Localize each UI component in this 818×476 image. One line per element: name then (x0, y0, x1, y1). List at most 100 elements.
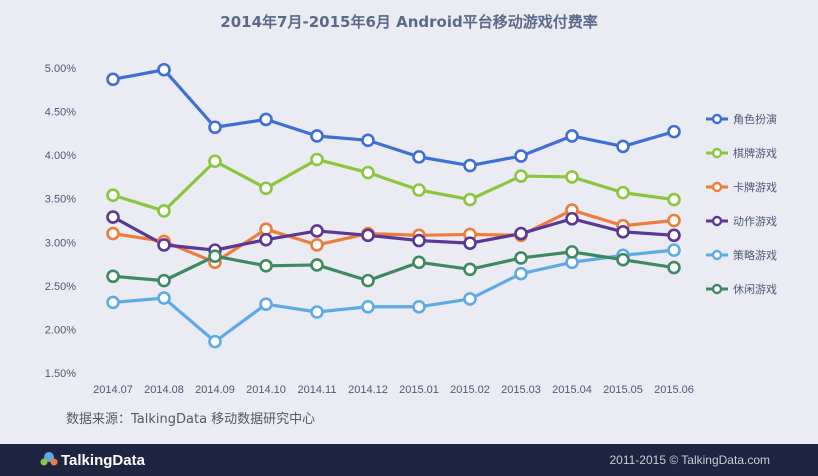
x-tick-label: 2015.06 (654, 384, 694, 396)
legend-label: 休闲游戏 (733, 282, 777, 296)
data-point (565, 170, 579, 184)
series-line (112, 68, 675, 168)
data-point (157, 238, 171, 252)
data-point (463, 192, 477, 207)
data-point (616, 252, 630, 267)
x-tick-label: 2014.11 (298, 384, 337, 396)
data-point (616, 139, 630, 154)
data-point (514, 266, 528, 281)
logo-text: TalkingData (61, 452, 145, 469)
data-point (259, 297, 273, 311)
source-note: 数据来源：TalkingData 移动数据研究中心 (66, 412, 316, 427)
legend-label: 角色扮演 (733, 112, 777, 126)
legend-marker (711, 249, 723, 261)
data-point (667, 243, 681, 257)
x-tick-label: 2014.12 (348, 384, 388, 396)
data-point (667, 260, 681, 275)
data-point (106, 210, 120, 224)
legend-label: 棋牌游戏 (733, 146, 777, 160)
data-point (259, 232, 273, 247)
data-point (463, 262, 477, 277)
data-point (106, 226, 120, 241)
data-point (616, 185, 630, 200)
data-point (412, 150, 426, 164)
data-point (514, 251, 528, 265)
x-tick-label: 2015.01 (399, 384, 439, 396)
talkingdata-logo-icon (40, 452, 58, 466)
data-point (106, 188, 120, 203)
y-tick-label: 3.00% (45, 237, 76, 249)
data-point (157, 62, 171, 77)
data-point (514, 149, 528, 163)
data-point (412, 255, 426, 270)
legend-marker (711, 181, 723, 193)
data-point (208, 154, 222, 169)
legend-marker (711, 147, 723, 159)
x-tick-label: 2014.10 (246, 384, 286, 396)
data-point (361, 299, 375, 314)
data-point (310, 238, 324, 252)
legend-marker (711, 215, 723, 227)
x-tick-label: 2014.08 (144, 384, 184, 396)
data-point (514, 169, 528, 183)
data-point (259, 112, 273, 127)
line-chart: 2014年7月-2015年6月 Android平台移动游戏付费率 5.00% 4.5… (45, 13, 777, 396)
data-point (514, 226, 528, 241)
data-point (667, 192, 681, 207)
data-point (106, 269, 120, 284)
data-point (565, 129, 579, 143)
data-point (463, 292, 477, 306)
data-point (361, 165, 375, 180)
data-point (463, 158, 477, 173)
series-line (112, 250, 675, 283)
data-point (310, 152, 324, 167)
data-point (259, 259, 273, 273)
data-point (259, 181, 273, 196)
data-point (208, 249, 222, 264)
legend-label: 卡牌游戏 (733, 180, 777, 194)
legend-marker (711, 113, 723, 125)
legend-label: 动作游戏 (733, 215, 777, 228)
data-point (667, 213, 681, 228)
series-line (112, 215, 675, 252)
data-point (157, 273, 171, 288)
data-point (361, 228, 375, 243)
data-point (565, 211, 579, 226)
data-point (463, 236, 477, 250)
data-point (361, 273, 375, 288)
data-point (106, 72, 120, 87)
legend-label: 策略游戏 (733, 248, 777, 262)
y-tick-label: 1.50% (45, 368, 76, 380)
y-tick-label: 2.50% (45, 281, 76, 293)
data-point (157, 204, 171, 218)
y-tick-label: 4.00% (45, 150, 76, 162)
data-point (565, 245, 579, 259)
data-point (667, 228, 681, 243)
brand-logo: TalkingData (40, 451, 145, 469)
data-point (310, 258, 324, 272)
x-tick-label: 2015.05 (603, 384, 643, 396)
data-point (361, 133, 375, 148)
data-point (310, 224, 324, 238)
x-tick-label: 2014.09 (195, 384, 235, 396)
data-point (616, 225, 630, 239)
y-tick-label: 5.00% (45, 63, 76, 75)
data-point (310, 129, 324, 143)
legend-marker (711, 283, 723, 295)
x-tick-label: 2014.07 (93, 384, 133, 396)
data-point (310, 305, 324, 319)
data-point (412, 183, 426, 197)
series-line (112, 248, 675, 344)
data-point (106, 295, 120, 310)
data-point (412, 233, 426, 248)
series-line (112, 157, 675, 213)
copyright-text: 2011-2015 © TalkingData.com (609, 453, 771, 467)
data-point (208, 334, 222, 349)
data-point (208, 120, 222, 135)
data-point (157, 291, 171, 305)
y-tick-label: 2.00% (45, 324, 76, 336)
x-tick-label: 2015.04 (552, 384, 592, 396)
x-tick-label: 2015.03 (501, 384, 541, 396)
y-tick-label: 3.50% (45, 194, 76, 206)
y-tick-label: 4.50% (45, 107, 76, 119)
